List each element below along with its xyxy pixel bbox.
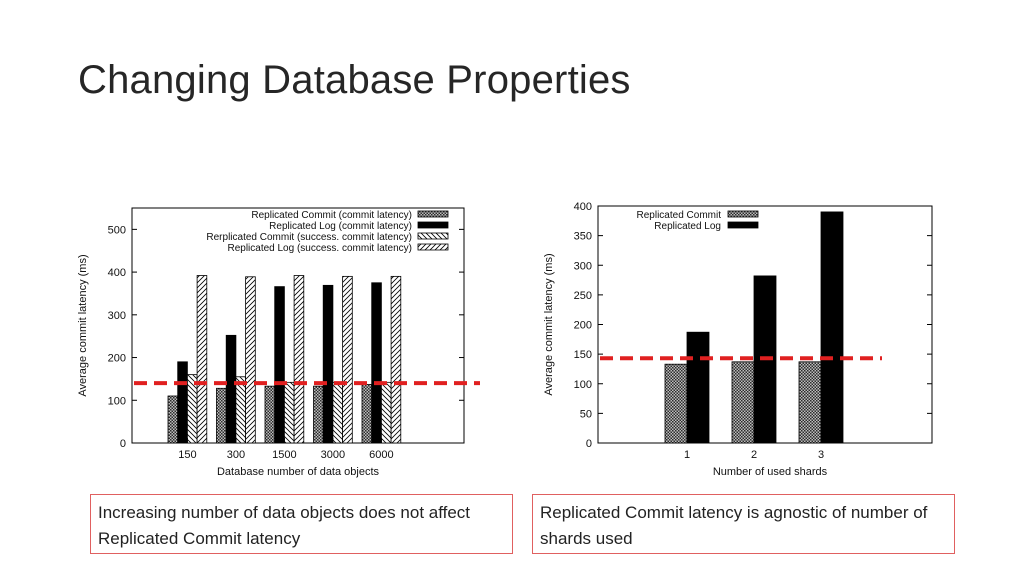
legend-label: Rerplicated Commit (success. commit late…	[206, 232, 412, 243]
x-tick-label: 3000	[321, 449, 345, 461]
y-tick-label: 200	[574, 320, 592, 332]
legend-swatch	[417, 243, 449, 251]
bar-replicated-log-commit-latency-1500	[274, 286, 285, 444]
caption-shards: Replicated Commit latency is agnostic of…	[532, 494, 955, 554]
y-axis-label: Average commit latency (ms)	[77, 254, 89, 396]
y-tick-label: 400	[574, 201, 592, 213]
bar-replicated-log-success-commit-latency-3000	[342, 275, 353, 444]
bar-replicated-commit-3	[798, 361, 822, 444]
x-tick-label: 6000	[369, 449, 393, 461]
y-tick-label: 100	[108, 395, 126, 407]
bar-replicated-log-3	[820, 211, 844, 444]
y-axis-label: Average commit latency (ms)	[543, 253, 555, 395]
bar-replicated-log-commit-latency-6000	[371, 282, 382, 444]
bar-replicated-commit-commit-latency-3000	[313, 385, 324, 444]
legend-label: Replicated Log (success. commit latency)	[227, 243, 412, 254]
legend-label: Replicated Commit	[637, 210, 722, 221]
bar-replicated-commit-1	[664, 363, 688, 444]
y-tick-label: 250	[574, 290, 592, 302]
y-tick-label: 0	[586, 438, 592, 450]
bar-replicated-log-success-commit-latency-150	[196, 275, 208, 444]
bar-rerplicated-commit-success-commit-latency-6000	[380, 381, 392, 444]
y-tick-label: 50	[580, 408, 592, 420]
chart-used-shards: 0 50 100 150 200 250 300 350 400 Average commit l…	[543, 201, 933, 478]
x-tick-label: 150	[178, 449, 196, 461]
x-tick-label: 1500	[272, 449, 296, 461]
bar-replicated-log-commit-latency-150	[177, 361, 188, 444]
legend-label: Replicated Commit (commit latency)	[251, 210, 412, 221]
bar-replicated-log-1	[686, 331, 710, 444]
y-tick-label: 100	[574, 379, 592, 391]
legend-swatch	[727, 210, 759, 218]
bar-rerplicated-commit-success-commit-latency-3000	[332, 381, 343, 444]
bar-replicated-log-commit-latency-3000	[322, 284, 334, 444]
bar-rerplicated-commit-success-commit-latency-300	[235, 376, 246, 444]
x-axis-label: Number of used shards	[713, 466, 828, 478]
legend-swatch	[727, 221, 759, 229]
bar-replicated-log-success-commit-latency-300	[245, 276, 256, 444]
legend-swatch	[417, 210, 449, 218]
y-tick-label: 0	[120, 438, 126, 450]
y-tick-label: 300	[574, 260, 592, 272]
bar-replicated-commit-commit-latency-300	[216, 387, 227, 444]
y-tick-label: 350	[574, 231, 592, 243]
slide-title: Changing Database Properties	[78, 58, 631, 102]
x-tick-label: 2	[751, 449, 757, 461]
x-tick-label: 1	[684, 449, 690, 461]
bar-replicated-commit-commit-latency-150	[167, 395, 179, 444]
bar-replicated-log-commit-latency-300	[225, 334, 237, 444]
legend-label: Replicated Log (commit latency)	[269, 221, 412, 232]
x-axis-label: Database number of data objects	[217, 466, 380, 478]
caption-data-objects: Increasing number of data objects does n…	[90, 494, 513, 554]
x-tick-label: 300	[227, 449, 245, 461]
bar-replicated-log-success-commit-latency-1500	[293, 275, 305, 444]
bar-rerplicated-commit-success-commit-latency-1500	[283, 381, 295, 444]
chart-data-objects: 0 100 200 300 400 500 Average commit latency (…	[77, 207, 480, 478]
bar-replicated-commit-commit-latency-1500	[264, 385, 276, 444]
y-tick-label: 400	[108, 267, 126, 279]
y-tick-label: 200	[108, 353, 126, 365]
bar-replicated-commit-2	[731, 361, 755, 444]
x-tick-label: 3	[818, 449, 824, 461]
y-tick-label: 150	[574, 349, 592, 361]
y-tick-label: 300	[108, 310, 126, 322]
legend-label: Replicated Log	[654, 221, 721, 232]
legend-swatch	[417, 232, 449, 240]
legend-swatch	[417, 221, 449, 229]
y-tick-label: 500	[108, 224, 126, 236]
bar-replicated-log-success-commit-latency-6000	[390, 275, 402, 444]
bar-replicated-commit-commit-latency-6000	[361, 384, 373, 444]
